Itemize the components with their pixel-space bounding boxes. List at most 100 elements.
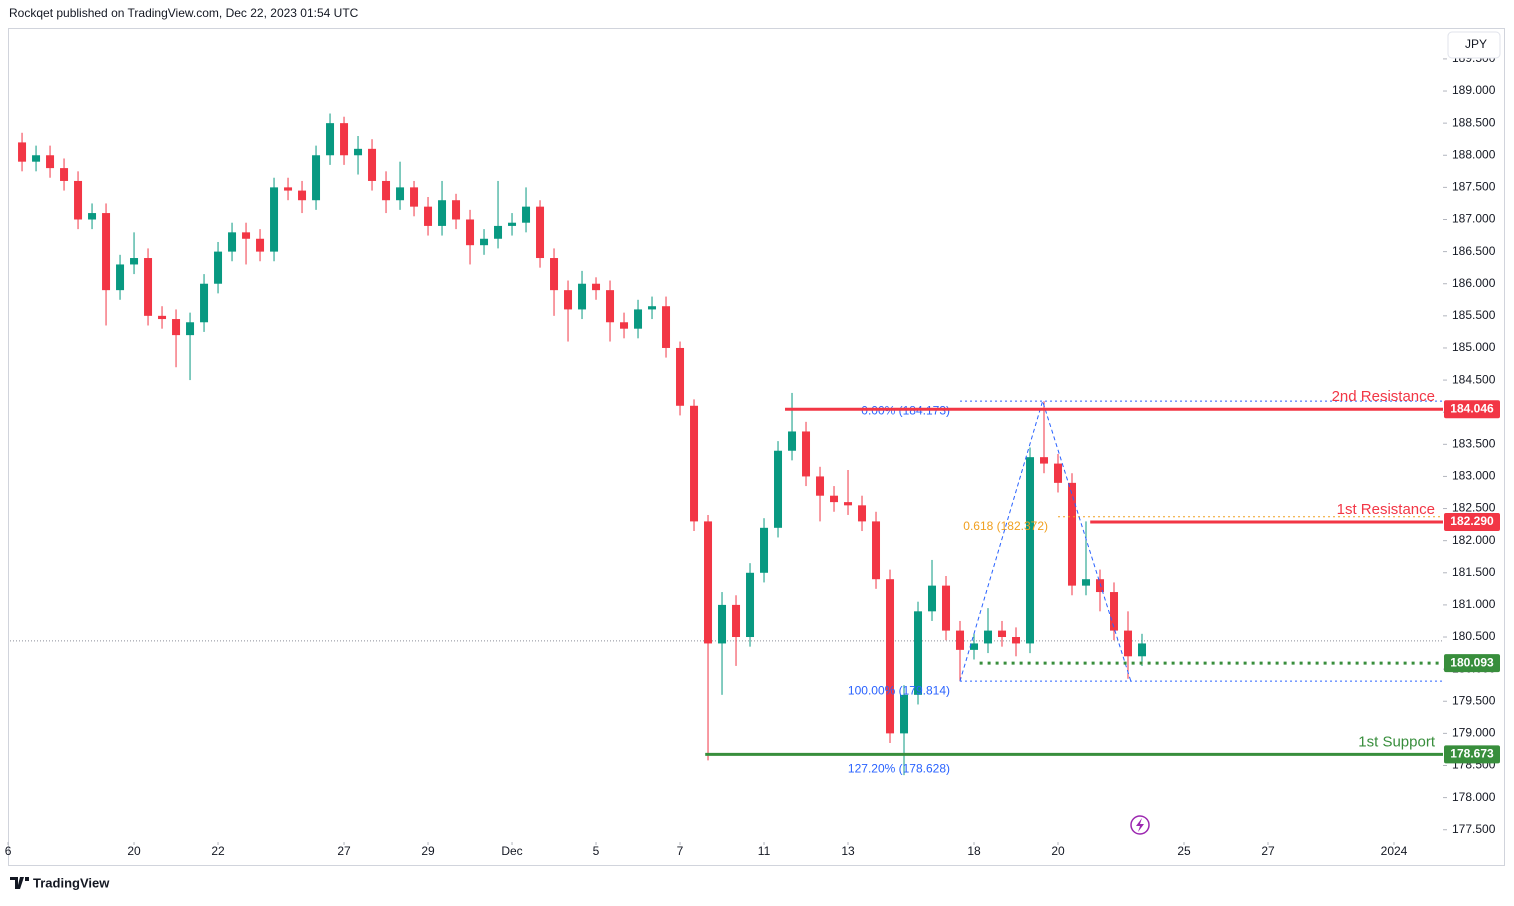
candle-body (732, 604, 741, 638)
candle-body (648, 306, 657, 310)
candle-body (354, 148, 363, 156)
candle-body (60, 168, 69, 181)
y-tick-label: 178.000 (1452, 790, 1496, 804)
x-tick-label: 18 (967, 844, 981, 858)
candle-body (676, 347, 685, 406)
price-box (1444, 513, 1500, 532)
price-box (1444, 400, 1500, 419)
price-box-label: 178.673 (1450, 747, 1494, 761)
candle-body (774, 450, 783, 528)
candle-body (466, 219, 475, 246)
y-tick-label: 182.500 (1452, 501, 1496, 515)
y-tick-label: 183.000 (1452, 469, 1496, 483)
candle-body (172, 319, 181, 336)
candle-body (606, 290, 615, 323)
y-tick-label: 185.000 (1452, 340, 1496, 354)
candle-body (886, 579, 895, 734)
candle-body (858, 505, 867, 522)
candle-body (760, 527, 769, 573)
lightning-circle (1130, 815, 1150, 835)
fib-label: 127.20% (178.628) (848, 761, 950, 775)
candle-body (718, 604, 727, 644)
candle-body (480, 238, 489, 246)
y-tick-label: 186.500 (1452, 244, 1496, 258)
candle-body (200, 283, 209, 323)
x-tick-label: 20 (127, 844, 141, 858)
candle-body (1082, 579, 1091, 586)
y-tick-label: 187.500 (1452, 180, 1496, 194)
candle-body (900, 694, 909, 734)
x-tick-label: 27 (337, 844, 351, 858)
y-tick-label: 179.500 (1452, 693, 1496, 707)
candle-body (578, 283, 587, 310)
y-tick-label: 186.000 (1452, 276, 1496, 290)
candle-body (816, 476, 825, 496)
candle-body (88, 213, 97, 220)
candle-body (690, 405, 699, 522)
candle-body (382, 180, 391, 201)
y-tick-label: 180.500 (1452, 629, 1496, 643)
candle-body (298, 190, 307, 201)
candle-body (242, 232, 251, 239)
candle-body (144, 258, 153, 316)
candle-body (32, 155, 41, 162)
candle-body (634, 309, 643, 329)
candle-body (522, 206, 531, 223)
candle-body (228, 232, 237, 252)
y-tick-label: 179.000 (1452, 726, 1496, 740)
candle-body (1110, 592, 1119, 631)
y-tick-label: 181.500 (1452, 565, 1496, 579)
candle-body (872, 521, 881, 580)
y-tick-label: 184.500 (1452, 372, 1496, 386)
level-label: 1st Support (1358, 733, 1436, 750)
price-box (1444, 654, 1500, 673)
x-tick-label: 25 (1177, 844, 1191, 858)
candle-body (396, 187, 405, 201)
publisher: Rockqet published on TradingView.com, De… (9, 6, 359, 20)
candle-body (410, 187, 419, 207)
y-tick-label: 189.000 (1452, 83, 1496, 97)
currency-button[interactable] (1447, 31, 1501, 59)
currency-label: JPY (1465, 37, 1487, 51)
candle-body (942, 585, 951, 631)
candle-body (802, 431, 811, 477)
y-tick-label: 181.000 (1452, 597, 1496, 611)
y-tick-label: 182.000 (1452, 533, 1496, 547)
x-tick-label: 13 (841, 844, 855, 858)
candle-body (970, 643, 979, 650)
price-box-label: 182.290 (1450, 514, 1494, 528)
candle-body (424, 206, 433, 226)
candle-body (620, 322, 629, 329)
logo (10, 877, 29, 889)
candle-body (1040, 457, 1049, 464)
candle-body (116, 264, 125, 291)
candle-body (536, 206, 545, 259)
candle-body (984, 630, 993, 644)
candle-body (1096, 579, 1105, 593)
candle-body (1068, 482, 1077, 586)
candle-body (312, 155, 321, 201)
candle-body (1138, 643, 1147, 657)
candle-body (550, 258, 559, 291)
x-tick-label: 20 (1051, 844, 1065, 858)
level-label: 2nd Resistance (1332, 388, 1435, 405)
candle-body (746, 572, 755, 638)
candle-body (956, 630, 965, 650)
y-tick-label: 177.500 (1452, 822, 1496, 836)
candle-body (1012, 637, 1021, 644)
brand: TradingView (33, 875, 110, 890)
candle-body (18, 142, 27, 162)
candle-body (662, 306, 671, 348)
candle-body (1026, 457, 1035, 644)
x-tick-label: 7 (677, 844, 684, 858)
candle-body (270, 187, 279, 252)
candle-body (914, 611, 923, 695)
candle-body (438, 200, 447, 226)
lightning-icon[interactable] (1130, 815, 1150, 835)
candle-body (788, 431, 797, 451)
candle-body (704, 521, 713, 644)
price-box (1444, 745, 1500, 764)
price-box-label: 184.046 (1450, 401, 1494, 415)
